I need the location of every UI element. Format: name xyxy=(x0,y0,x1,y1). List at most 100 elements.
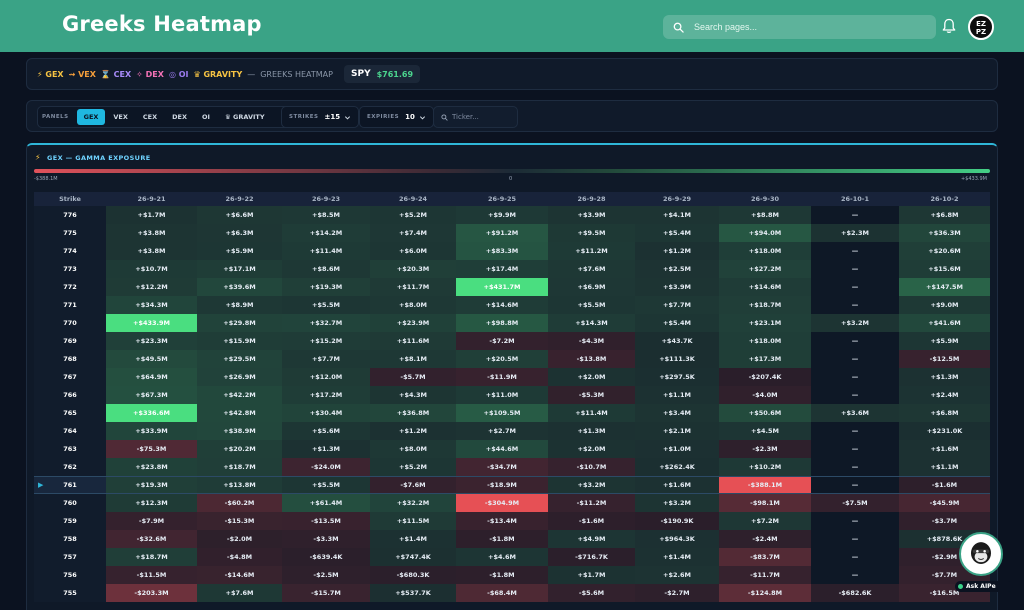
heatmap-cell[interactable]: +$14.6M xyxy=(719,278,811,296)
nav-item-3[interactable]: ✧ DEX xyxy=(136,69,164,79)
heatmap-cell[interactable]: +$20.3M xyxy=(370,260,456,278)
heatmap-cell[interactable]: +$7.2M xyxy=(719,512,811,530)
expiry-header[interactable]: 26-9-30 xyxy=(719,192,811,206)
heatmap-cell[interactable]: +$11.2M xyxy=(548,242,635,260)
heatmap-cell[interactable]: -$4.0M xyxy=(719,386,811,404)
heatmap-cell[interactable]: +$4.9M xyxy=(548,530,635,548)
expiry-header[interactable]: 26-9-28 xyxy=(548,192,635,206)
heatmap-cell[interactable]: +$94.0M xyxy=(719,224,811,242)
heatmap-cell[interactable]: +$29.8M xyxy=(197,314,282,332)
heatmap-cell[interactable]: +$18.0M xyxy=(719,242,811,260)
heatmap-cell[interactable]: +$8.5M xyxy=(282,206,370,224)
heatmap-cell[interactable]: +$64.9M xyxy=(106,368,197,386)
heatmap-cell[interactable]: -$1.6M xyxy=(899,476,990,494)
heatmap-cell[interactable]: -$388.1M xyxy=(719,476,811,494)
heatmap-cell[interactable]: -$124.8M xyxy=(719,584,811,602)
heatmap-cell[interactable]: +$8.6M xyxy=(282,260,370,278)
heatmap-cell[interactable]: +$17.4M xyxy=(456,260,548,278)
heatmap-cell[interactable]: -$24.0M xyxy=(282,458,370,476)
heatmap-cell[interactable]: +$67.3M xyxy=(106,386,197,404)
heatmap-cell[interactable]: — xyxy=(811,458,899,476)
heatmap-cell[interactable]: -$11.9M xyxy=(456,368,548,386)
heatmap-cell[interactable]: +$3.9M xyxy=(548,206,635,224)
heatmap-cell[interactable]: +$3.8M xyxy=(106,242,197,260)
heatmap-cell[interactable]: +$6.8M xyxy=(899,404,990,422)
heatmap-cell[interactable]: +$36.3M xyxy=(899,224,990,242)
heatmap-cell[interactable]: +$964.3K xyxy=(635,530,719,548)
heatmap-cell[interactable]: +$262.4K xyxy=(635,458,719,476)
heatmap-cell[interactable]: +$1.2M xyxy=(370,422,456,440)
heatmap-cell[interactable]: +$15.6M xyxy=(899,260,990,278)
heatmap-cell[interactable]: +$12.0M xyxy=(282,368,370,386)
heatmap-cell[interactable]: +$5.9M xyxy=(899,332,990,350)
heatmap-cell[interactable]: -$2.7M xyxy=(635,584,719,602)
heatmap-cell[interactable]: -$7.6M xyxy=(370,476,456,494)
heatmap-cell[interactable]: +$7.7M xyxy=(282,350,370,368)
heatmap-cell[interactable]: +$431.7M xyxy=(456,278,548,296)
heatmap-cell[interactable]: +$1.4M xyxy=(370,530,456,548)
heatmap-cell[interactable]: +$91.2M xyxy=(456,224,548,242)
heatmap-cell[interactable]: — xyxy=(811,548,899,566)
heatmap-cell[interactable]: +$297.5K xyxy=(635,368,719,386)
heatmap-cell[interactable]: +$1.3M xyxy=(899,368,990,386)
heatmap-cell[interactable]: +$11.5M xyxy=(370,512,456,530)
heatmap-cell[interactable]: +$1.7M xyxy=(548,566,635,584)
heatmap-cell[interactable]: +$11.4M xyxy=(548,404,635,422)
heatmap-cell[interactable]: +$17.2M xyxy=(282,386,370,404)
heatmap-cell[interactable]: -$1.8M xyxy=(456,566,548,584)
heatmap-cell[interactable]: +$109.5M xyxy=(456,404,548,422)
heatmap-cell[interactable]: +$1.1M xyxy=(635,386,719,404)
heatmap-cell[interactable]: +$14.3M xyxy=(548,314,635,332)
heatmap-cell[interactable]: +$9.5M xyxy=(548,224,635,242)
heatmap-cell[interactable]: +$98.8M xyxy=(456,314,548,332)
heatmap-cell[interactable]: +$2.0M xyxy=(548,440,635,458)
heatmap-cell[interactable]: -$4.8M xyxy=(197,548,282,566)
heatmap-cell[interactable]: +$43.7K xyxy=(635,332,719,350)
heatmap-cell[interactable]: — xyxy=(811,278,899,296)
search-input[interactable] xyxy=(694,22,914,32)
heatmap-cell[interactable]: -$5.6M xyxy=(548,584,635,602)
nav-item-4[interactable]: ◎ OI xyxy=(168,69,189,79)
heatmap-cell[interactable]: -$2.4M xyxy=(719,530,811,548)
expiry-header[interactable]: 26-9-23 xyxy=(282,192,370,206)
heatmap-cell[interactable]: +$83.3M xyxy=(456,242,548,260)
heatmap-cell[interactable]: +$5.4M xyxy=(635,314,719,332)
heatmap-cell[interactable]: +$2.3M xyxy=(811,224,899,242)
heatmap-cell[interactable]: +$2.1M xyxy=(635,422,719,440)
ticker-search[interactable] xyxy=(433,106,518,128)
heatmap-cell[interactable]: +$6.0M xyxy=(370,242,456,260)
expiry-header[interactable]: 26-9-21 xyxy=(106,192,197,206)
heatmap-cell[interactable]: +$6.6M xyxy=(197,206,282,224)
heatmap-cell[interactable]: +$747.4K xyxy=(370,548,456,566)
heatmap-cell[interactable]: +$27.2M xyxy=(719,260,811,278)
heatmap-cell[interactable]: -$3.7M xyxy=(899,512,990,530)
heatmap-cell[interactable]: -$190.9K xyxy=(635,512,719,530)
heatmap-cell[interactable]: +$9.9M xyxy=(456,206,548,224)
heatmap-cell[interactable]: +$5.5M xyxy=(282,476,370,494)
heatmap-cell[interactable]: +$111.3K xyxy=(635,350,719,368)
heatmap-cell[interactable]: +$11.7M xyxy=(370,278,456,296)
heatmap-cell[interactable]: — xyxy=(811,368,899,386)
heatmap-cell[interactable]: -$2.3M xyxy=(719,440,811,458)
heatmap-cell[interactable]: +$147.5M xyxy=(899,278,990,296)
heatmap-cell[interactable]: +$39.6M xyxy=(197,278,282,296)
heatmap-cell[interactable]: -$83.7M xyxy=(719,548,811,566)
heatmap-cell[interactable]: +$4.6M xyxy=(456,548,548,566)
heatmap-cell[interactable]: +$61.4M xyxy=(282,494,370,512)
heatmap-cell[interactable]: +$7.4M xyxy=(370,224,456,242)
strikes-select[interactable]: STRIKES ±15 xyxy=(281,106,360,128)
heatmap-cell[interactable]: +$433.9M xyxy=(106,314,197,332)
heatmap-cell[interactable]: -$11.7M xyxy=(719,566,811,584)
heatmap-cell[interactable]: -$45.9M xyxy=(899,494,990,512)
panel-tab-2[interactable]: CEX xyxy=(142,113,158,121)
heatmap-cell[interactable]: +$10.7M xyxy=(106,260,197,278)
heatmap-cell[interactable]: -$14.6M xyxy=(197,566,282,584)
heatmap-cell[interactable]: +$11.6M xyxy=(370,332,456,350)
heatmap-cell[interactable]: +$1.3M xyxy=(548,422,635,440)
heatmap-cell[interactable]: +$8.0M xyxy=(370,440,456,458)
heatmap-cell[interactable]: -$3.3M xyxy=(282,530,370,548)
heatmap-cell[interactable]: -$7.5M xyxy=(811,494,899,512)
heatmap-cell[interactable]: — xyxy=(811,242,899,260)
heatmap-cell[interactable]: -$207.4K xyxy=(719,368,811,386)
bell-icon[interactable] xyxy=(940,17,958,35)
